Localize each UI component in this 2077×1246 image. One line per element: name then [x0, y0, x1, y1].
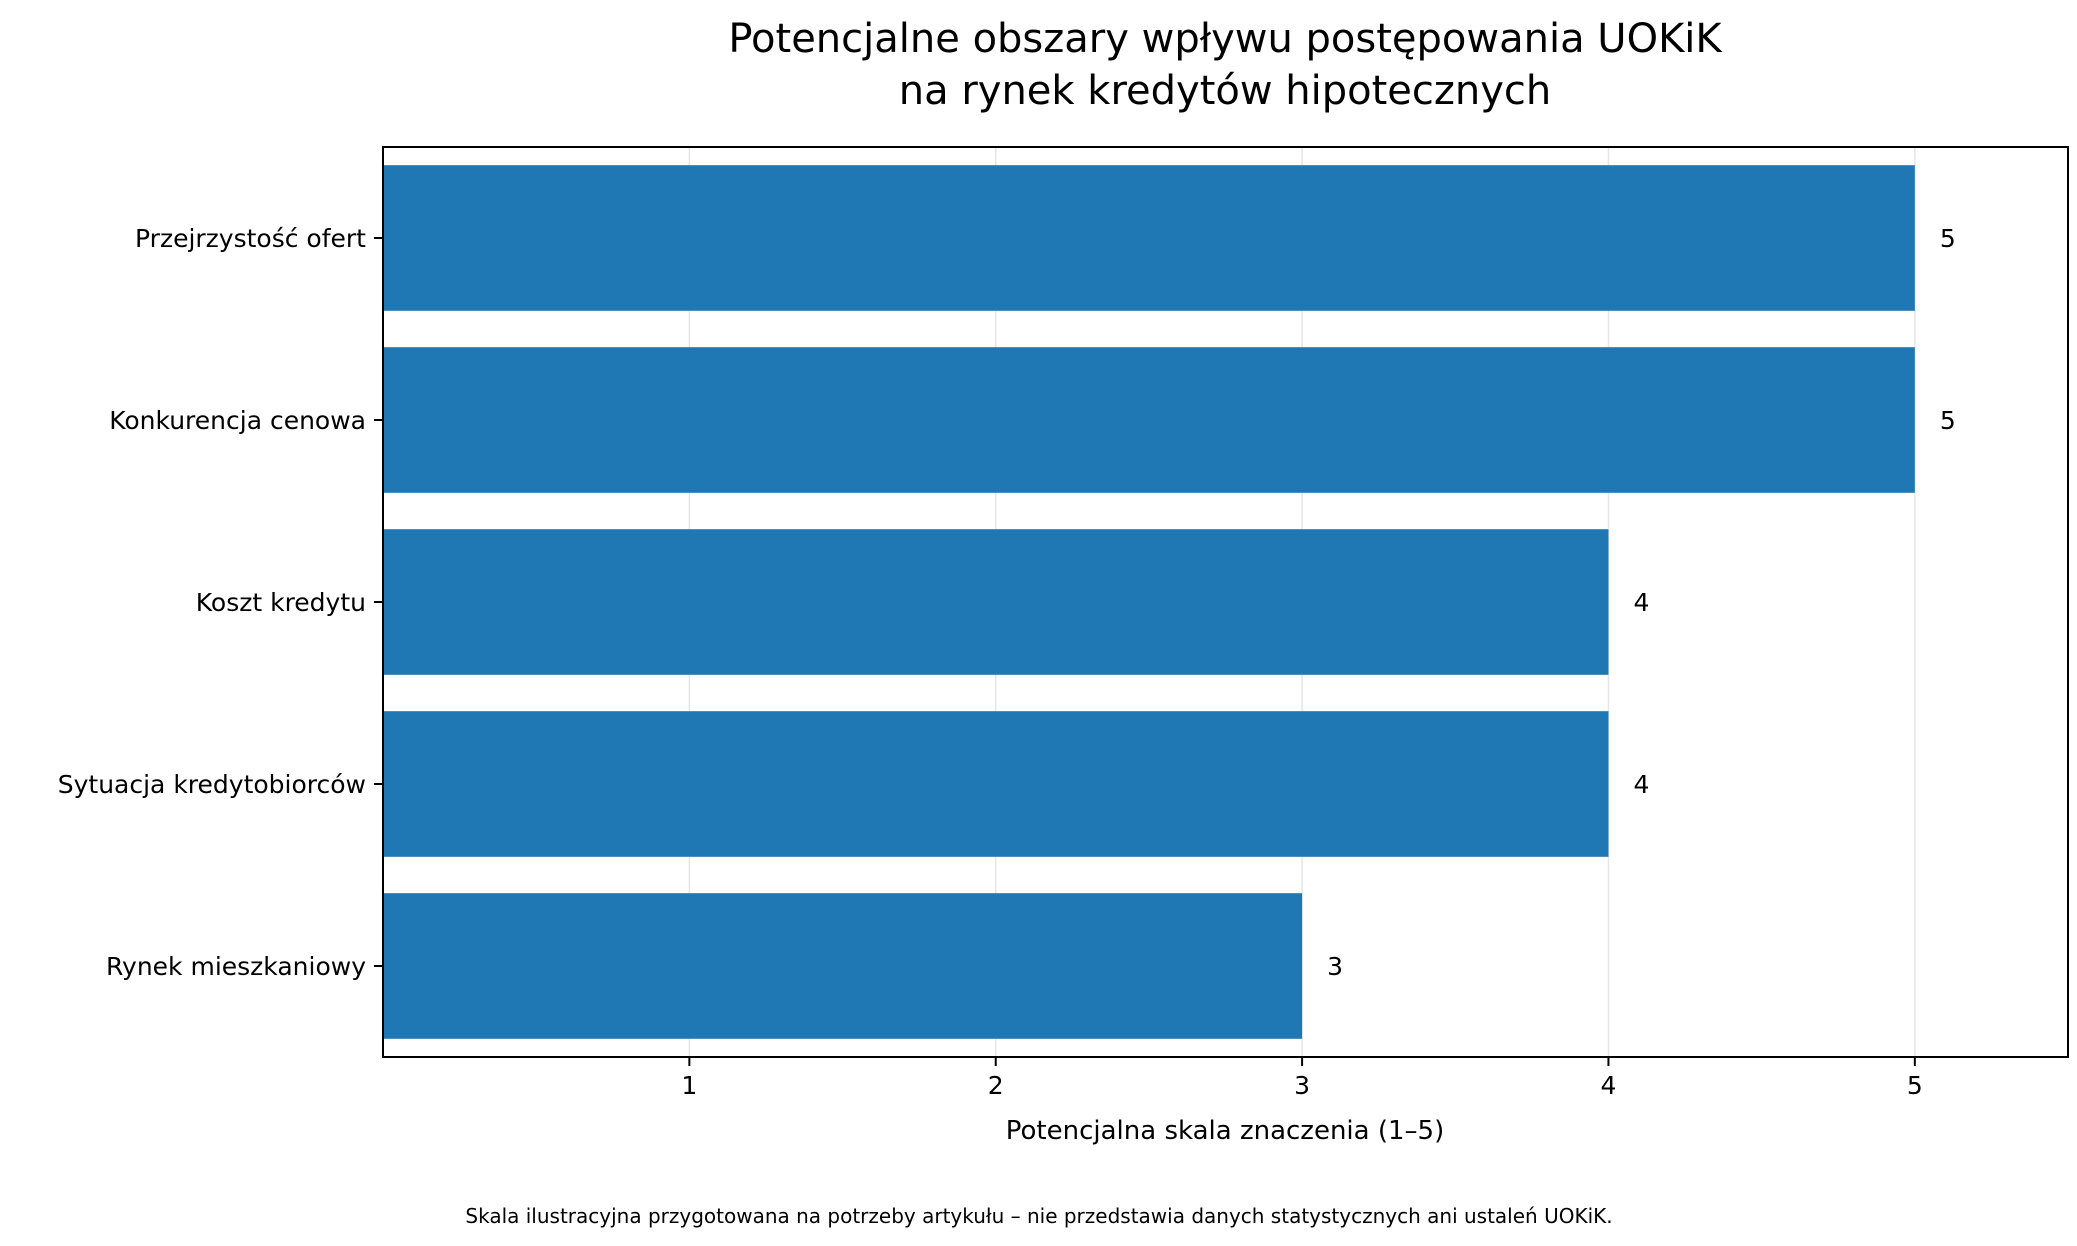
bar [383, 529, 1609, 675]
category-label: Rynek mieszkaniowy [106, 952, 366, 981]
x-tick-label: 1 [681, 1071, 697, 1100]
category-label: Sytuacja kredytobiorców [58, 770, 366, 799]
bar [383, 893, 1303, 1039]
x-tick-label: 2 [988, 1071, 1004, 1100]
value-label: 3 [1327, 952, 1343, 981]
x-axis-label: Potencjalna skala znaczenia (1–5) [1006, 1116, 1444, 1146]
category-label: Konkurencja cenowa [109, 406, 366, 435]
chart-title-line-2: na rynek kredytów hipotecznych [899, 68, 1552, 114]
x-tick-label: 4 [1601, 1071, 1617, 1100]
x-tick-label: 3 [1294, 1071, 1310, 1100]
category-label: Koszt kredytu [196, 588, 366, 617]
x-tick-label: 5 [1907, 1071, 1923, 1100]
value-label: 5 [1940, 224, 1956, 253]
x-axis: 1 2 3 4 5 [681, 1057, 1923, 1100]
chart-footnote: Skala ilustracyjna przygotowana na potrz… [465, 1204, 1612, 1228]
value-label: 4 [1633, 588, 1649, 617]
y-axis: Przejrzystość ofert Konkurencja cenowa Kos… [58, 224, 383, 981]
category-label: Przejrzystość ofert [135, 224, 366, 253]
value-label: 4 [1633, 770, 1649, 799]
bar [383, 711, 1609, 857]
chart-title-line-1: Potencjalne obszary wpływu postępowania … [728, 16, 1723, 62]
bar [383, 347, 1915, 493]
bar [383, 165, 1915, 311]
bars: 5 5 4 4 3 [383, 165, 1956, 1039]
value-label: 5 [1940, 406, 1956, 435]
